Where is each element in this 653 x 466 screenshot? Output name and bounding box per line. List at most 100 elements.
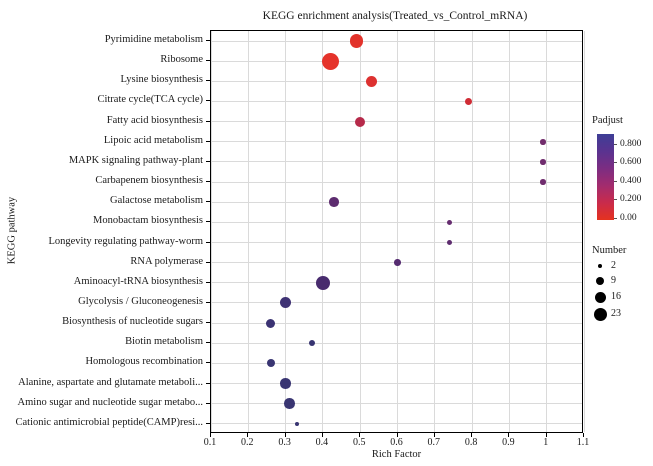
bubble xyxy=(308,340,315,347)
y-tick-mark xyxy=(206,60,210,62)
y-tick-mark xyxy=(206,382,210,384)
y-tick-label: Fatty acid biosynthesis xyxy=(106,114,203,126)
x-gridline xyxy=(434,31,436,432)
y-tick-label: Alanine, aspartate and glutamate metabol… xyxy=(18,376,203,388)
y-tick-mark xyxy=(206,140,210,142)
x-gridline xyxy=(285,31,287,432)
y-gridline xyxy=(211,40,582,42)
x-tick-label: 0.8 xyxy=(464,437,478,448)
number-legend-label: 2 xyxy=(611,260,616,271)
y-tick-mark xyxy=(206,120,210,122)
y-tick-label: Homologous recombination xyxy=(85,356,203,368)
x-tick-mark xyxy=(359,433,361,437)
x-tick-label: 0.9 xyxy=(502,437,515,448)
x-gridline xyxy=(546,31,548,432)
x-tick-label: 0.6 xyxy=(390,437,403,448)
y-gridline xyxy=(211,60,582,62)
x-tick-mark xyxy=(508,433,510,437)
y-gridline xyxy=(211,181,582,183)
number-legend-dot xyxy=(597,263,603,269)
bubble xyxy=(321,52,339,70)
padjust-tick-label: 0.800 xyxy=(620,139,642,150)
padjust-tick-mark xyxy=(614,218,617,220)
y-tick-label: Ribosome xyxy=(160,54,203,66)
x-tick-mark xyxy=(583,433,584,437)
x-gridline xyxy=(471,31,473,432)
y-tick-mark xyxy=(206,402,210,404)
y-tick-label: Glycolysis / Gluconeogenesis xyxy=(78,295,203,307)
y-gridline xyxy=(211,342,582,344)
chart-title: KEGG enrichment analysis(Treated_vs_Cont… xyxy=(262,10,528,22)
number-legend-title: Number xyxy=(592,245,627,256)
bubble xyxy=(540,179,546,185)
x-tick-mark xyxy=(545,433,547,437)
x-tick-mark xyxy=(471,433,473,437)
y-tick-mark xyxy=(206,160,210,162)
x-tick-mark xyxy=(396,433,398,437)
y-gridline xyxy=(211,221,582,223)
x-tick-label: 0.5 xyxy=(352,437,366,448)
x-gridline xyxy=(397,31,398,432)
y-gridline xyxy=(211,423,582,425)
x-tick-label: 0.7 xyxy=(427,437,441,448)
bubble xyxy=(394,259,401,266)
x-tick-label: 0.2 xyxy=(241,437,254,448)
bubble xyxy=(266,359,275,368)
padjust-tick-label: 0.600 xyxy=(620,157,642,168)
padjust-legend-title: Padjust xyxy=(592,115,623,126)
bubble xyxy=(446,219,453,226)
y-tick-mark xyxy=(206,181,210,183)
number-legend-dot xyxy=(595,276,605,286)
x-gridline xyxy=(247,31,249,432)
y-tick-label: Aminoacyl-tRNA biosynthesis xyxy=(73,275,203,287)
y-tick-label: Lysine biosynthesis xyxy=(120,74,203,86)
y-tick-label: Monobactam biosynthesis xyxy=(93,215,203,227)
y-gridline xyxy=(211,322,582,324)
padjust-tick-label: 0.200 xyxy=(620,194,642,205)
padjust-tick-label: 0.400 xyxy=(620,176,642,187)
y-tick-mark xyxy=(206,422,210,424)
padjust-tick-mark xyxy=(614,144,617,146)
padjust-colorbar xyxy=(597,134,614,220)
x-tick-mark xyxy=(210,433,211,437)
y-tick-mark xyxy=(206,100,210,102)
number-legend-dot xyxy=(593,307,607,321)
x-gridline xyxy=(322,31,324,432)
bubble xyxy=(464,97,472,105)
y-gridline xyxy=(211,362,582,364)
y-tick-label: Amino sugar and nucleotide sugar metabo.… xyxy=(17,396,203,408)
y-gridline xyxy=(211,201,582,203)
bubble xyxy=(315,275,330,290)
y-tick-mark xyxy=(206,201,210,203)
padjust-tick-mark xyxy=(614,162,617,164)
y-gridline xyxy=(211,121,582,123)
y-tick-label: Cationic antimicrobial peptide(CAMP)resi… xyxy=(15,416,203,428)
padjust-tick-mark xyxy=(614,199,617,201)
bubble xyxy=(280,297,292,309)
y-gridline xyxy=(211,282,582,284)
padjust-tick-mark xyxy=(614,181,617,183)
bubble xyxy=(280,378,291,389)
x-tick-mark xyxy=(321,433,323,437)
x-gridline xyxy=(210,31,212,432)
y-gridline xyxy=(211,403,582,405)
x-gridline xyxy=(359,31,361,432)
y-tick-mark xyxy=(206,301,210,303)
x-gridline xyxy=(583,31,585,432)
y-tick-label: Biotin metabolism xyxy=(125,336,203,348)
y-tick-mark xyxy=(206,261,210,263)
y-tick-label: Galactose metabolism xyxy=(109,195,203,207)
bubble xyxy=(540,159,546,165)
y-gridline xyxy=(211,302,582,304)
x-tick-label: 0.1 xyxy=(203,437,217,448)
y-tick-mark xyxy=(206,362,210,364)
bubble xyxy=(266,318,276,328)
y-gridline xyxy=(211,100,582,102)
padjust-tick-label: 0.00 xyxy=(620,213,637,224)
x-axis-title: Rich Factor xyxy=(371,449,422,460)
y-gridline xyxy=(211,80,582,82)
x-tick-label: 1.1 xyxy=(576,437,590,448)
y-gridline xyxy=(211,161,582,163)
y-tick-label: Biosynthesis of nucleotide sugars xyxy=(62,316,203,328)
